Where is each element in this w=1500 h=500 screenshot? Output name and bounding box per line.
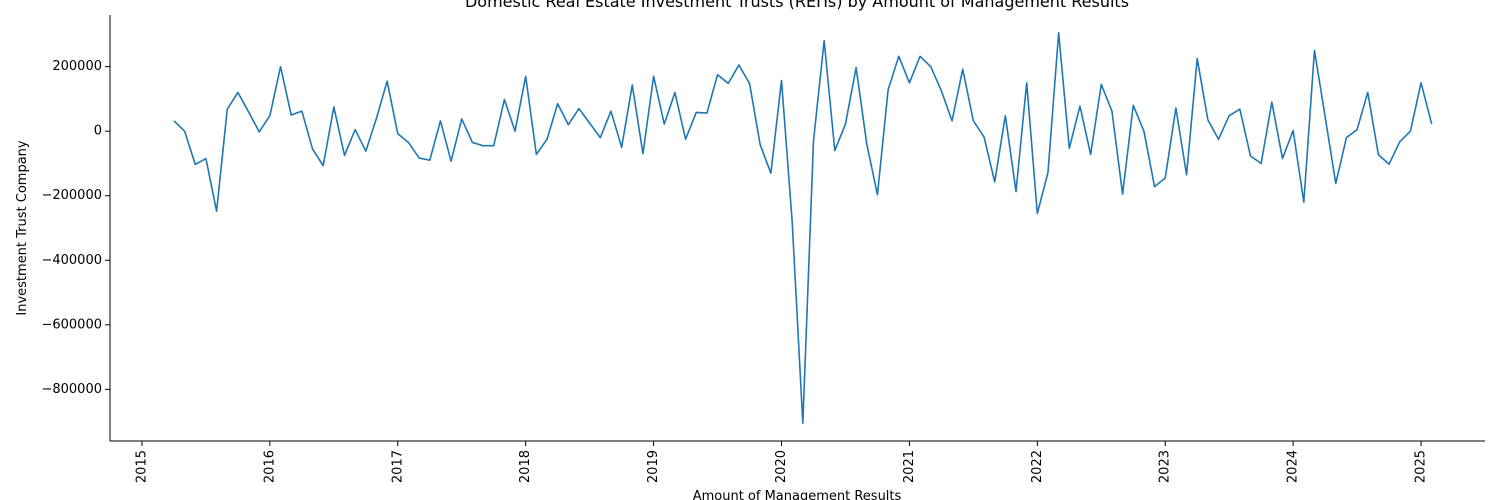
x-tick-label: 2024 (1286, 450, 1301, 483)
y-tick-label: 200000 (52, 59, 102, 74)
x-tick-label: 2020 (774, 450, 789, 483)
chart-title: Domestic Real Estate Investment Trusts (… (465, 0, 1129, 11)
plot-area (173, 31, 1433, 425)
y-tick-label: −800000 (41, 382, 102, 397)
x-tick-label: 2025 (1414, 450, 1429, 483)
series-line-0 (173, 31, 1433, 425)
x-tick-label: 2017 (390, 450, 405, 483)
x-tick-label: 2023 (1158, 450, 1173, 483)
x-tick-label: 2022 (1030, 450, 1045, 483)
x-tick-label: 2019 (646, 450, 661, 483)
x-axis-ticks: 2015 2016 2017 2018 2019 2020 2021 2022 2023 2024… (134, 441, 1429, 483)
y-tick-label: 0 (94, 124, 102, 139)
y-axis-label: Investment Trust Company (15, 140, 30, 316)
x-tick-label: 2016 (262, 450, 277, 483)
x-tick-label: 2015 (134, 450, 149, 483)
y-axis-ticks: 200000 0 −200000 −400000 −600000 −800000 (41, 59, 110, 397)
y-tick-label: −400000 (41, 253, 102, 268)
y-tick-label: −600000 (41, 317, 102, 332)
x-tick-label: 2021 (902, 450, 917, 483)
x-tick-label: 2018 (518, 450, 533, 483)
x-axis-label: Amount of Management Results (693, 489, 902, 500)
y-tick-label: −200000 (41, 188, 102, 203)
